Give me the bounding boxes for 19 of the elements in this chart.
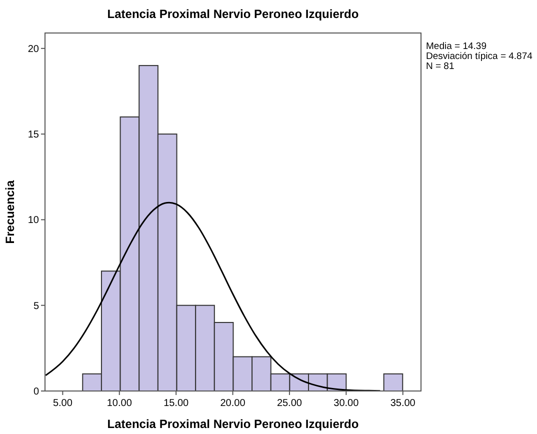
text: Media = 14.39 xyxy=(426,41,486,52)
x-tick-label: 15.00 xyxy=(164,398,190,409)
x-tick-label: 20.00 xyxy=(220,398,246,409)
line-series xyxy=(45,202,381,391)
y-tick-label: 10 xyxy=(28,215,40,226)
y-axis-title: Frecuencia xyxy=(3,180,17,244)
x-tick-label: 30.00 xyxy=(334,398,360,409)
y-tick-label: 0 xyxy=(33,386,40,398)
y-tick-label: 15 xyxy=(28,130,40,141)
y-tick-label: 20 xyxy=(28,44,40,55)
text: Desviación típica = 4.874 xyxy=(426,51,532,62)
text: N = 81 xyxy=(426,61,454,72)
x-tick-label: 5.00 xyxy=(52,398,73,409)
x-axis-title: Latencia Proximal Nervio Peroneo Izquierdo xyxy=(107,417,359,431)
x-tick-label: 10.00 xyxy=(106,398,132,409)
y-tick-label: 5 xyxy=(33,300,40,312)
chart-title: Latencia Proximal Nervio Peroneo Izquierdo xyxy=(107,7,359,21)
x-tick-label: 35.00 xyxy=(390,398,416,409)
x-tick-label: 25.00 xyxy=(276,398,302,409)
